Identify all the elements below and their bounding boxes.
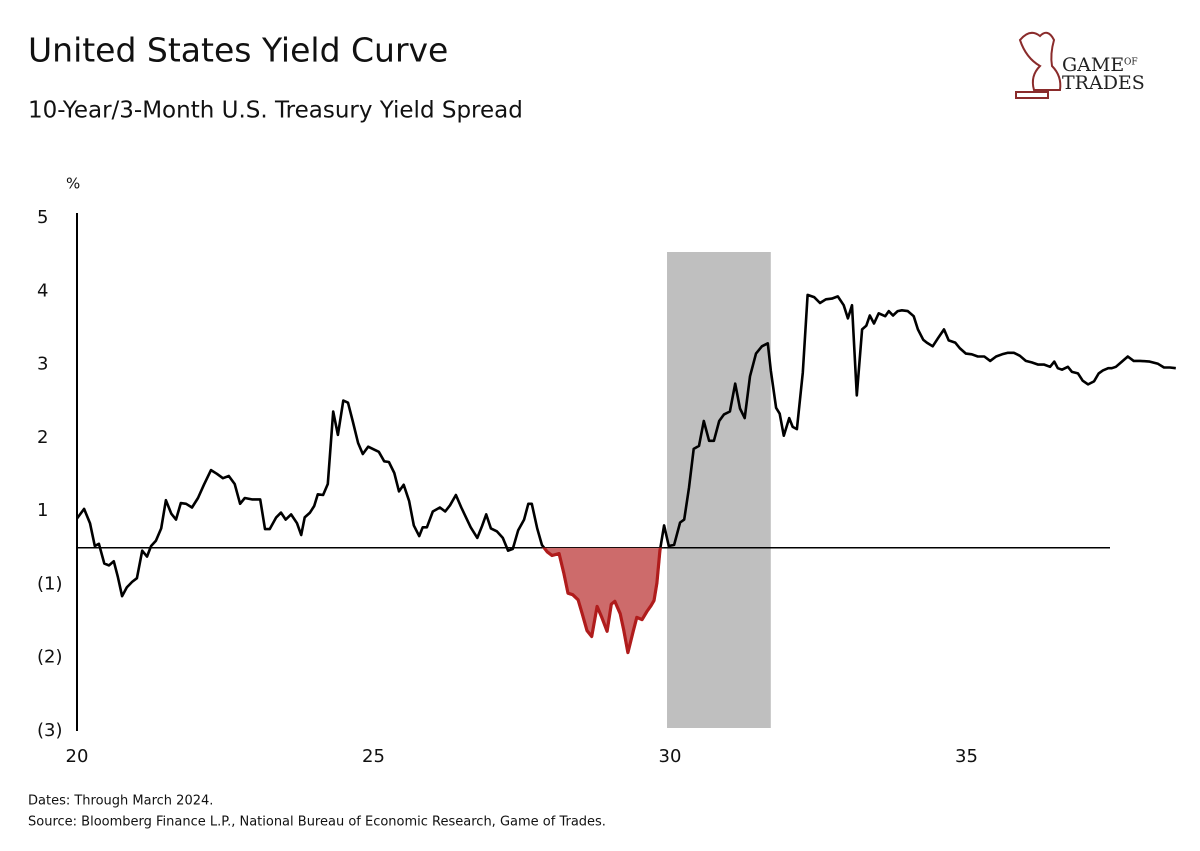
y-tick-label: (3) bbox=[37, 720, 63, 741]
logo-base bbox=[1015, 91, 1049, 99]
recession-band bbox=[667, 252, 771, 728]
x-tick-label: 25 bbox=[362, 746, 385, 767]
note: Dates: Through March 2024. bbox=[28, 794, 213, 809]
x-tick-label: 30 bbox=[659, 746, 682, 767]
inversion-line bbox=[542, 547, 663, 655]
note: Source: Bloomberg Finance L.P., National… bbox=[28, 815, 606, 830]
inversion-area bbox=[541, 547, 665, 653]
x-tick-label: 20 bbox=[66, 746, 89, 767]
y-tick-label: 4 bbox=[37, 280, 48, 301]
chart-title: United States Yield Curve bbox=[28, 31, 448, 70]
x-tick-label: 35 bbox=[955, 746, 978, 767]
y-tick-label: 1 bbox=[37, 500, 48, 521]
logo-icon bbox=[1018, 31, 1062, 91]
y-unit: % bbox=[66, 175, 80, 193]
y-tick-label: (2) bbox=[37, 647, 63, 668]
chart-subtitle: 10-Year/3-Month U.S. Treasury Yield Spre… bbox=[28, 98, 523, 124]
y-tick-label: (1) bbox=[37, 573, 63, 594]
logo: GAME OF TRADES bbox=[1015, 31, 1145, 99]
logo-text: TRADES bbox=[1062, 72, 1145, 94]
y-tick-label: 2 bbox=[37, 427, 48, 448]
logo-text: GAME bbox=[1062, 54, 1124, 76]
y-tick-label: 3 bbox=[37, 354, 48, 375]
y-tick-label: 5 bbox=[37, 207, 48, 228]
logo-text: OF bbox=[1124, 58, 1138, 68]
